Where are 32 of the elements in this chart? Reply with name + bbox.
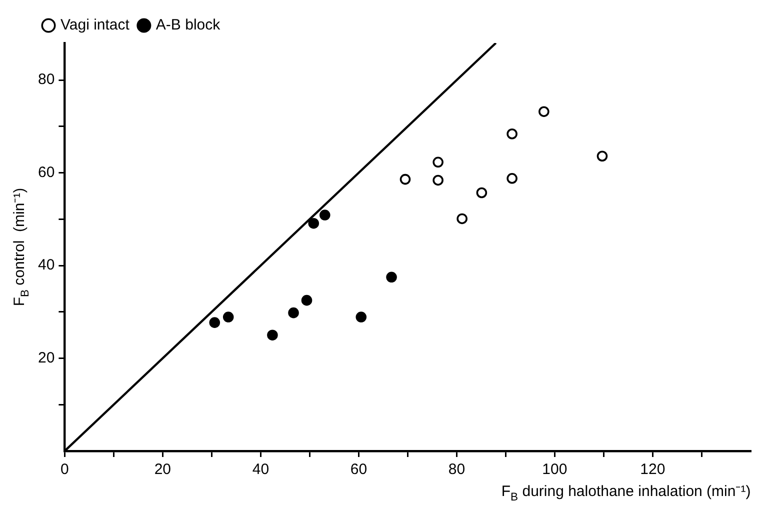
y-tick-label: 20 xyxy=(38,349,55,366)
point xyxy=(456,213,468,224)
point xyxy=(400,174,411,185)
point xyxy=(538,106,550,118)
point xyxy=(506,128,518,140)
x-tick-label: 60 xyxy=(350,461,368,478)
x-tick-label: 40 xyxy=(252,461,270,478)
point xyxy=(432,174,444,186)
y-axis-title: FB control (min⁻¹) xyxy=(11,188,32,306)
point xyxy=(267,330,278,340)
x-tick-label: 0 xyxy=(60,461,69,478)
point xyxy=(222,312,234,322)
y-tick-label: 60 xyxy=(38,164,55,181)
y-tick-label: 40 xyxy=(38,256,55,274)
point xyxy=(301,294,312,306)
point xyxy=(319,210,330,220)
point xyxy=(386,272,397,283)
point xyxy=(596,150,608,162)
point xyxy=(356,312,367,322)
point xyxy=(209,317,220,328)
point xyxy=(288,307,299,318)
legend-label: Vagi intact xyxy=(60,16,130,34)
x-tick-label: 20 xyxy=(154,461,172,478)
x-tick-label: 100 xyxy=(542,461,568,478)
point xyxy=(476,187,488,198)
point xyxy=(432,156,444,168)
point xyxy=(308,218,320,229)
point xyxy=(506,172,518,184)
x-tick-label: 80 xyxy=(448,461,466,478)
legend-label: A-B block xyxy=(156,16,221,34)
x-tick-label: 120 xyxy=(640,461,666,478)
y-tick-label: 80 xyxy=(38,71,55,88)
